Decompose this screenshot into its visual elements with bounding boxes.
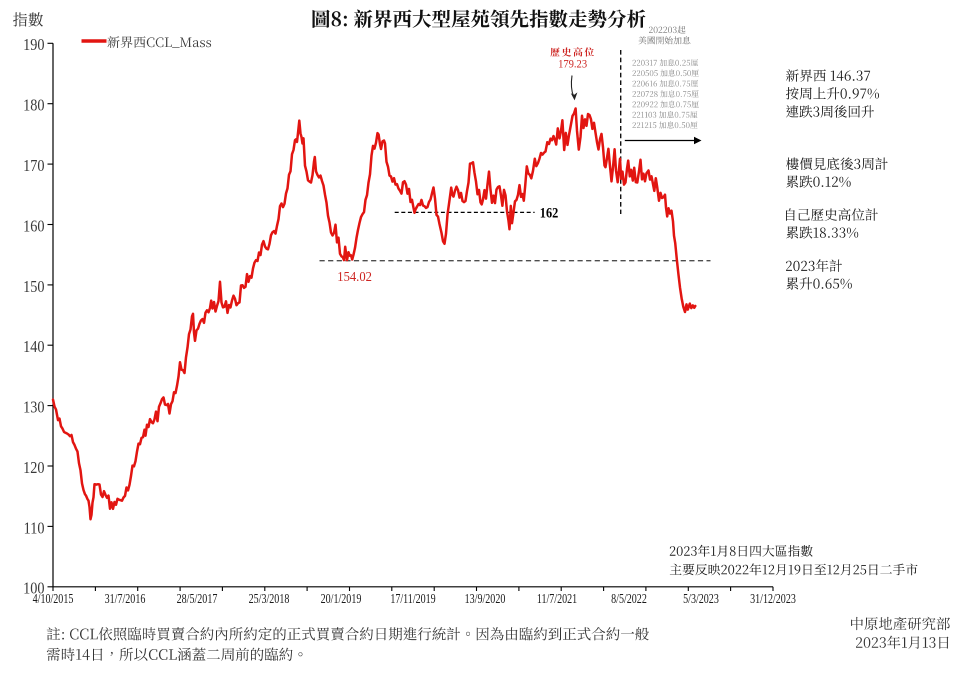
svg-text:5/3/2023: 5/3/2023 (683, 591, 719, 607)
svg-text:170: 170 (23, 157, 45, 175)
svg-text:28/5/2017: 28/5/2017 (177, 591, 218, 607)
svg-text:154.02: 154.02 (337, 268, 372, 284)
svg-text:179.23: 179.23 (558, 58, 587, 71)
svg-text:31/12/2023: 31/12/2023 (750, 591, 796, 607)
svg-text:31/7/2016: 31/7/2016 (105, 591, 146, 607)
svg-text:160: 160 (23, 217, 45, 235)
svg-text:17/11/2019: 17/11/2019 (390, 591, 435, 607)
svg-text:11/7/2021: 11/7/2021 (537, 591, 577, 607)
svg-text:110: 110 (24, 519, 45, 537)
svg-text:100: 100 (23, 580, 45, 598)
svg-text:150: 150 (23, 278, 45, 296)
svg-text:140: 140 (23, 338, 45, 356)
svg-text:162: 162 (540, 205, 559, 221)
svg-text:20/1/2019: 20/1/2019 (321, 591, 362, 607)
svg-text:130: 130 (23, 398, 45, 416)
svg-text:4/10/2015: 4/10/2015 (33, 591, 74, 607)
svg-text:25/3/2018: 25/3/2018 (249, 591, 290, 607)
svg-text:8/5/2022: 8/5/2022 (611, 591, 647, 607)
svg-text:13/9/2020: 13/9/2020 (465, 591, 506, 607)
svg-text:190: 190 (23, 36, 45, 54)
svg-text:180: 180 (23, 97, 45, 115)
svg-text:120: 120 (23, 459, 45, 477)
